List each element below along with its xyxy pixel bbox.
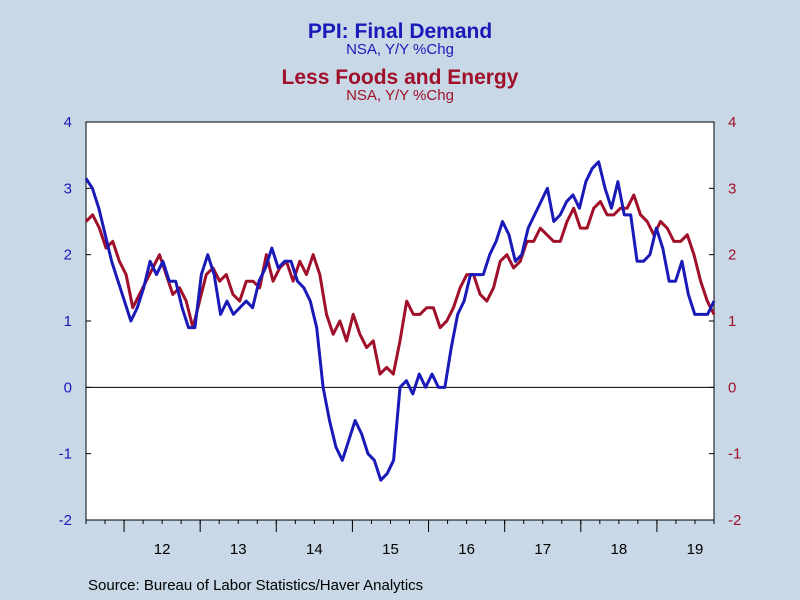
series-line-less-foods-energy [84,193,716,376]
y-tick-label-left: 2 [64,247,72,264]
y-tick-label-left: 4 [64,114,72,131]
y-tick-label-right: -2 [728,512,741,529]
x-tick-label: 15 [382,541,399,558]
source-note: Source: Bureau of Labor Statistics/Haver… [88,577,424,594]
plot-area [85,121,715,521]
y-tick-label-right: 3 [728,180,736,197]
chart-subtitle: NSA, Y/Y %Chg [346,41,454,58]
chart-subtitle-secondary: NSA, Y/Y %Chg [346,87,454,104]
chart-title-secondary: Less Foods and Energy [281,66,519,89]
x-tick-label: 16 [458,541,475,558]
y-tick-label-right: -1 [728,446,741,463]
chart-title: PPI: Final Demand [307,20,493,43]
y-tick-label-right: 2 [728,247,736,264]
y-tick-label-right: 0 [728,379,736,396]
x-tick-label: 14 [306,541,323,558]
y-tick-label-right: 1 [728,313,736,330]
y-tick-label-right: 4 [728,114,736,131]
x-tick-label: 17 [534,541,551,558]
x-tick-label: 13 [230,541,247,558]
x-tick-label: 12 [154,541,171,558]
x-tick-label: 18 [611,541,628,558]
y-tick-label-left: 3 [64,180,72,197]
y-tick-label-left: -2 [59,512,72,529]
series-line-ppi-final-demand [84,160,716,482]
y-tick-label-left: 0 [64,379,72,396]
y-tick-label-left: -1 [59,446,72,463]
y-tick-label-left: 1 [64,313,72,330]
x-tick-label: 19 [687,541,704,558]
